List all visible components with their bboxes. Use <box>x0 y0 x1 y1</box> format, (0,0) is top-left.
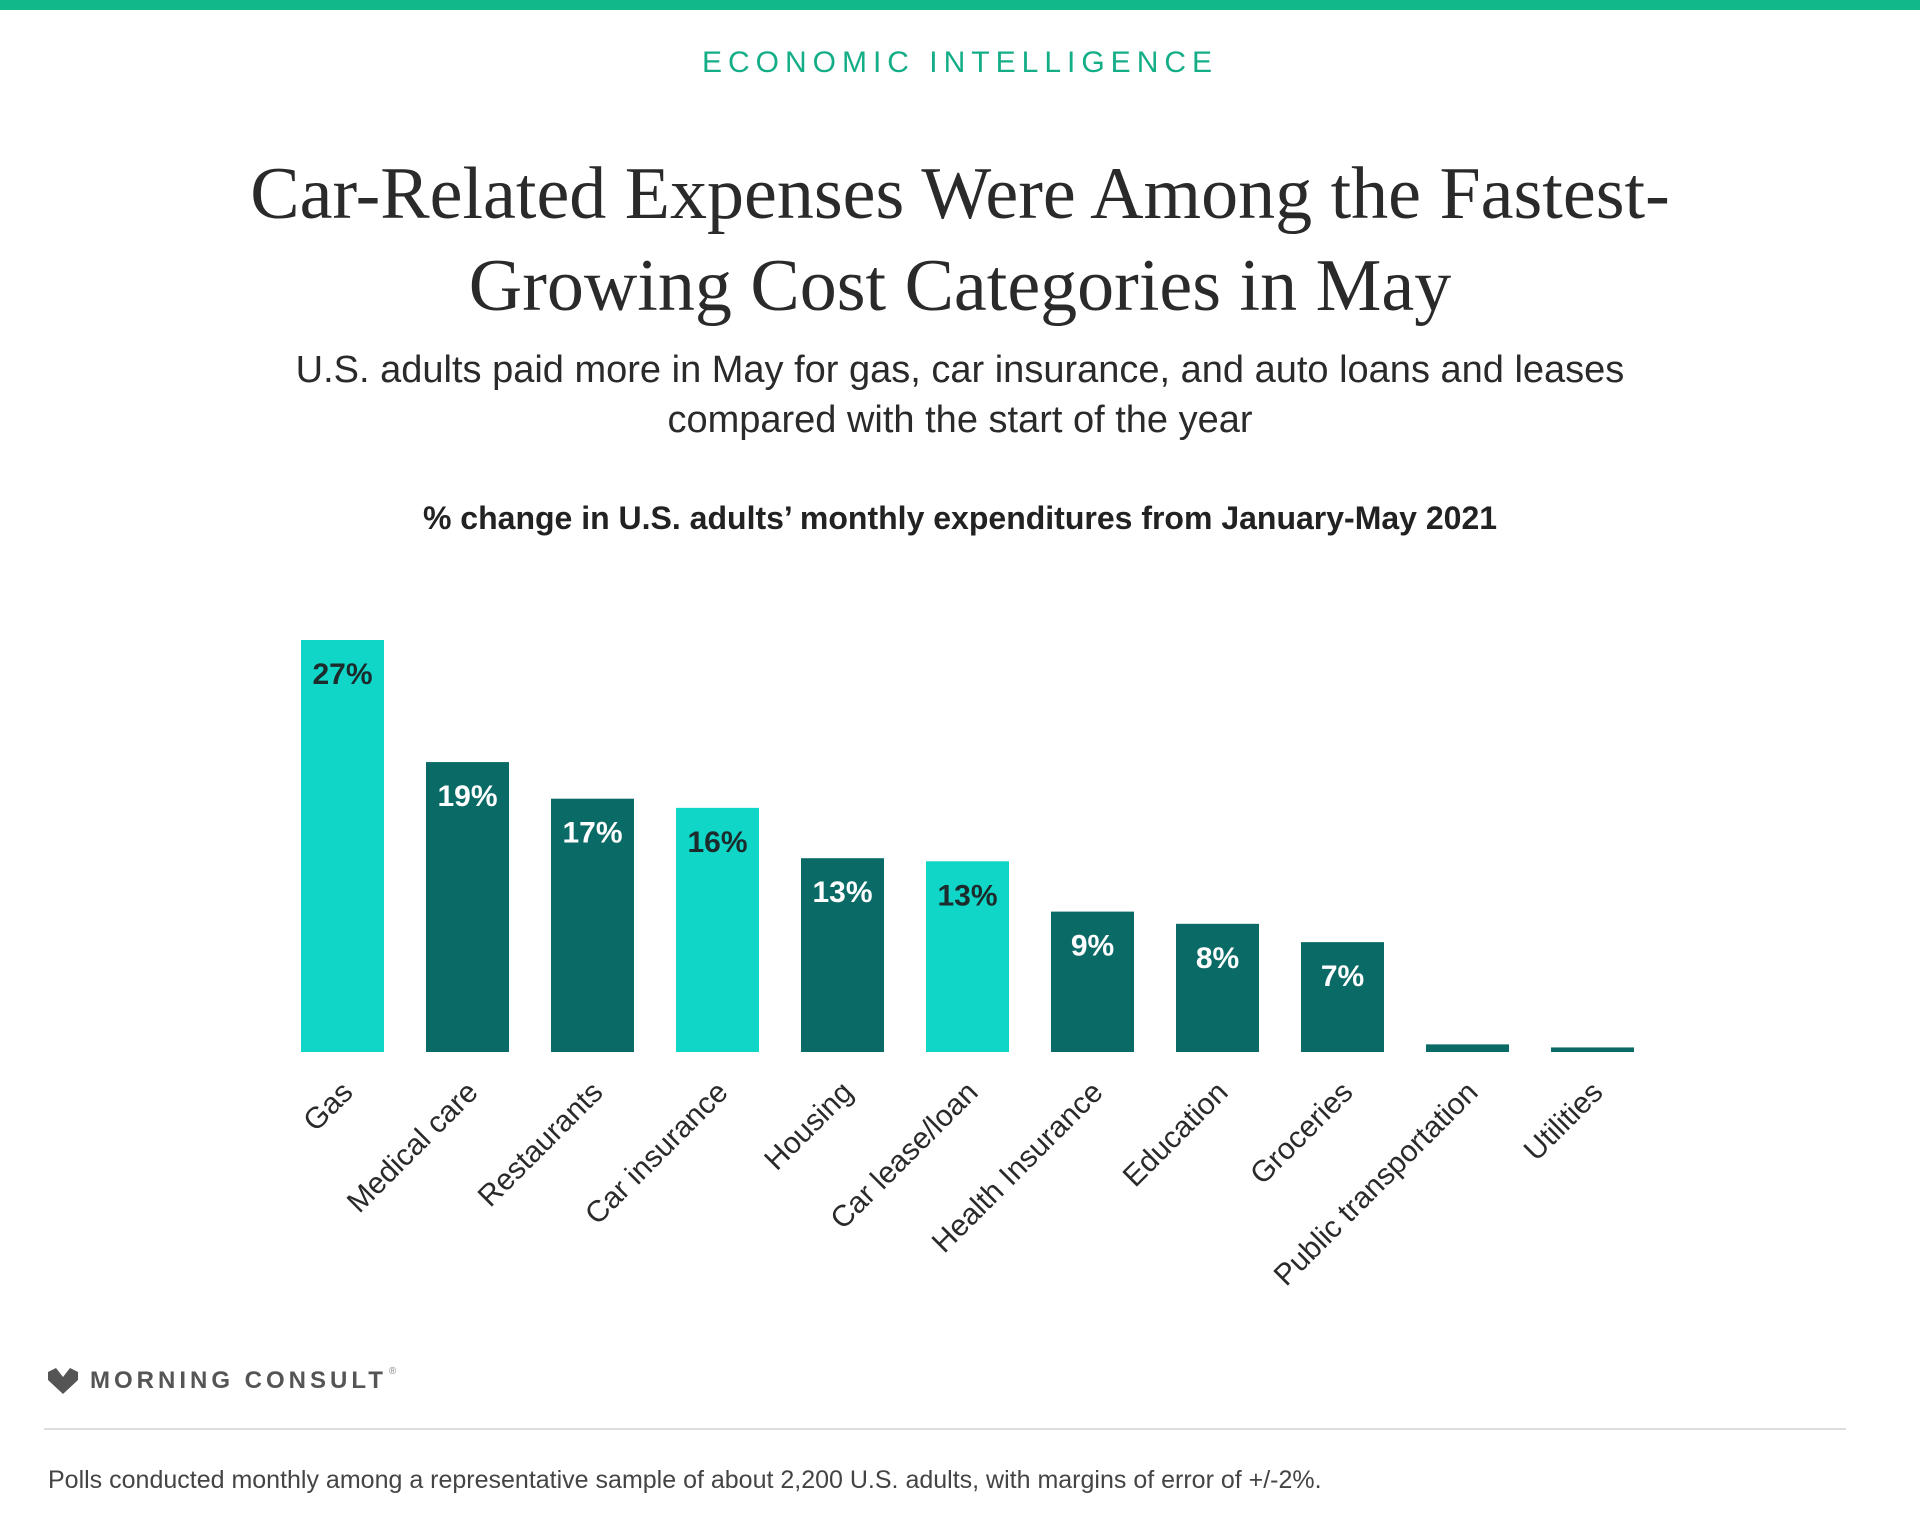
data-label: 27% <box>312 658 372 691</box>
bar-car-insurance <box>676 807 759 1052</box>
data-label: 17% <box>562 817 622 850</box>
data-label: 7% <box>1321 960 1364 993</box>
brand-trademark: ® <box>388 1366 397 1377</box>
category-label: Gas <box>297 1076 359 1138</box>
data-label: 13% <box>937 879 997 912</box>
bar-car-lease-loan <box>926 861 1009 1052</box>
section-kicker: ECONOMIC INTELLIGENCE <box>701 46 1219 79</box>
bar-restaurants <box>551 798 634 1052</box>
bar-housing <box>801 858 884 1052</box>
chart-subtitle: U.S. adults paid more in May for gas, ca… <box>295 349 1625 441</box>
category-label: Public transportation <box>1268 1076 1485 1293</box>
category-label: Utilities <box>1518 1076 1610 1168</box>
data-label: 13% <box>812 876 872 909</box>
bar-medical-care <box>426 762 509 1052</box>
morning-consult-logo-icon <box>48 1368 78 1394</box>
chart-measure-title: % change in U.S. adults’ monthly expendi… <box>422 500 1498 536</box>
data-label: 9% <box>1071 930 1114 963</box>
brand-lockup: MORNING CONSULT ® <box>48 1364 396 1398</box>
bar-public-transportation <box>1426 1044 1509 1052</box>
top-accent-bar <box>0 0 1920 10</box>
data-label: 16% <box>687 826 747 859</box>
bar-utilities <box>1551 1047 1634 1052</box>
bar-education <box>1176 923 1259 1052</box>
chart-title: Car-Related Expenses Were Among the Fast… <box>250 153 1670 327</box>
category-label: Housing <box>758 1076 859 1177</box>
footer-divider <box>44 1428 1846 1430</box>
bar-groceries <box>1301 942 1384 1052</box>
category-label: Education <box>1117 1076 1235 1194</box>
brand-name: MORNING CONSULT <box>90 1367 387 1394</box>
category-label: Groceries <box>1244 1076 1359 1191</box>
bar-gas <box>301 640 384 1052</box>
category-label: Medical care <box>341 1076 485 1220</box>
category-label: Restaurants <box>472 1076 610 1214</box>
bar-health-insurance <box>1051 911 1134 1052</box>
data-label: 19% <box>437 780 497 813</box>
data-label: 8% <box>1196 942 1239 975</box>
footnote: Polls conducted monthly among a represen… <box>48 1466 1322 1494</box>
